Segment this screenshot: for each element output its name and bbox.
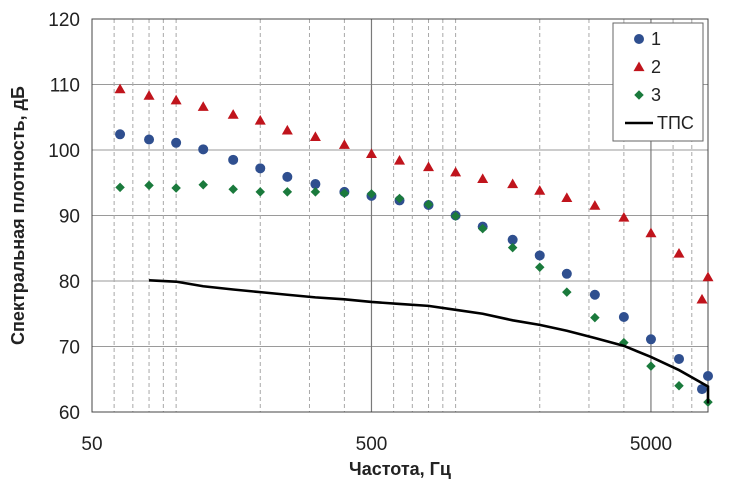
- data-point: [228, 184, 238, 195]
- data-point: [115, 129, 126, 140]
- data-point: [702, 271, 714, 282]
- data-point: [450, 166, 462, 177]
- data-point: [310, 179, 321, 190]
- data-point: [282, 187, 293, 197]
- data-point: [507, 242, 518, 253]
- data-point: [646, 361, 656, 371]
- data-point: [534, 185, 546, 195]
- y-axis-title: Спектральная плотность, дБ: [8, 86, 28, 345]
- data-point: [450, 211, 461, 221]
- data-point: [339, 188, 350, 198]
- data-point: [144, 134, 155, 145]
- data-point: [507, 178, 519, 189]
- data-point: [645, 227, 657, 238]
- data-point: [618, 211, 630, 222]
- data-point: [394, 193, 405, 204]
- data-point: [674, 381, 684, 391]
- data-point: [618, 312, 629, 323]
- data-point: [507, 234, 518, 245]
- data-point: [423, 199, 434, 210]
- data-point: [310, 187, 321, 197]
- series-2: [114, 83, 714, 304]
- legend-item: ТПС: [625, 113, 694, 133]
- data-point: [477, 223, 488, 234]
- y-tick-label: 70: [59, 338, 80, 359]
- legend-item: 3: [634, 85, 661, 105]
- legend-label: ТПС: [657, 113, 694, 133]
- data-point: [281, 124, 293, 135]
- data-point: [674, 353, 685, 364]
- data-point: [477, 173, 489, 183]
- y-tick-label: 120: [48, 10, 80, 31]
- y-axis: 60 70 80 90 100 110 120: [48, 10, 80, 424]
- series-layer: [114, 83, 714, 407]
- data-point: [171, 137, 182, 148]
- x-tick-label: 500: [356, 434, 388, 455]
- data-point: [534, 262, 545, 272]
- data-point: [590, 312, 600, 323]
- series-1: [115, 129, 713, 395]
- data-point: [228, 154, 239, 165]
- data-point: [115, 182, 125, 193]
- data-point: [144, 180, 154, 191]
- data-point: [143, 90, 155, 100]
- legend-label: 3: [651, 85, 661, 105]
- data-point: [114, 83, 126, 94]
- y-tick-label: 100: [48, 141, 80, 162]
- data-point: [673, 247, 685, 258]
- series-3: [115, 179, 713, 407]
- data-point: [394, 154, 406, 165]
- data-point: [198, 179, 208, 190]
- data-point: [282, 171, 293, 182]
- data-point: [197, 101, 209, 111]
- y-tick-label: 80: [59, 272, 80, 293]
- series-line: [148, 279, 710, 404]
- data-point: [227, 109, 239, 119]
- data-point: [254, 115, 266, 125]
- x-tick-label: 50: [81, 434, 102, 455]
- x-tick-label: 5000: [630, 434, 672, 455]
- y-tick-label: 90: [59, 207, 80, 228]
- x-axis: 50 500 5000: [81, 434, 672, 455]
- data-point: [366, 189, 377, 199]
- plot-area: [91, 18, 709, 413]
- data-point: [645, 334, 656, 345]
- legend-item: 1: [634, 29, 661, 49]
- y-tick-label: 110: [50, 76, 80, 97]
- data-point: [255, 187, 266, 197]
- data-point: [589, 289, 600, 300]
- data-point: [697, 384, 707, 395]
- x-axis-title: Частота, Гц: [349, 459, 451, 479]
- data-point: [423, 161, 435, 172]
- data-point: [696, 293, 708, 304]
- data-point: [562, 287, 572, 297]
- data-point: [561, 192, 573, 202]
- legend-marker: [634, 90, 644, 100]
- data-point: [171, 183, 181, 193]
- data-point: [703, 370, 713, 381]
- data-point: [589, 200, 601, 210]
- data-point: [198, 144, 209, 155]
- legend-label: 2: [651, 57, 661, 77]
- legend-item: 2: [633, 57, 661, 77]
- data-point: [365, 148, 377, 159]
- legend-box: [612, 22, 704, 142]
- legend-marker: [633, 61, 645, 72]
- y-tick-label: 60: [59, 403, 80, 424]
- data-point: [338, 139, 350, 149]
- data-point: [561, 268, 572, 279]
- legend-marker: [634, 34, 644, 44]
- data-point: [309, 131, 321, 142]
- data-point: [534, 250, 545, 261]
- data-point: [170, 94, 182, 105]
- legend-label: 1: [651, 29, 661, 49]
- legend: 1 2 3 ТПС: [612, 22, 704, 142]
- data-point: [255, 163, 266, 174]
- series-4: [148, 279, 710, 404]
